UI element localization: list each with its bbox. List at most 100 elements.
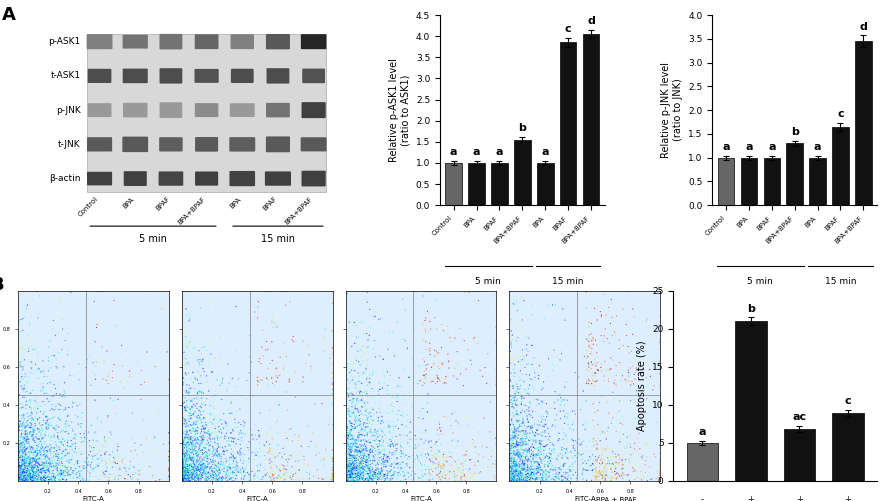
Point [436, 450, 450, 458]
Point [417, 379, 431, 387]
Point [33, 420, 47, 428]
Point [581, 359, 595, 367]
Point [185, 397, 199, 405]
Point [21, 471, 35, 479]
Point [517, 378, 532, 386]
Point [23, 451, 37, 459]
Point [180, 467, 194, 475]
Point [178, 440, 192, 448]
Point [43, 474, 57, 482]
Point [552, 464, 566, 472]
Point [16, 476, 30, 484]
Point [556, 476, 571, 484]
Point [237, 475, 252, 483]
Point [238, 430, 253, 438]
Point [372, 467, 386, 475]
Point [347, 475, 361, 483]
Point [20, 437, 35, 445]
Point [517, 439, 532, 447]
Point [43, 450, 58, 458]
Point [45, 401, 59, 409]
Point [587, 423, 601, 431]
Point [504, 444, 518, 452]
Point [548, 476, 562, 484]
Point [528, 439, 542, 447]
Point [355, 463, 369, 471]
Point [213, 428, 227, 436]
Point [23, 428, 37, 436]
Point [339, 472, 354, 480]
Point [567, 388, 581, 396]
Point [540, 419, 555, 427]
Point [396, 408, 410, 416]
Point [198, 474, 212, 482]
Point [266, 450, 280, 458]
Point [383, 448, 397, 456]
Point [176, 323, 190, 331]
Point [193, 466, 207, 474]
Point [34, 453, 48, 461]
Point [595, 474, 610, 482]
Point [264, 464, 278, 472]
Point [356, 468, 370, 476]
Point [359, 442, 373, 450]
Point [436, 327, 450, 335]
Point [37, 372, 51, 380]
Point [190, 436, 204, 444]
Point [559, 378, 573, 386]
Point [136, 416, 150, 424]
Point [529, 408, 543, 416]
Point [279, 465, 293, 473]
Point [49, 426, 63, 434]
Point [12, 338, 26, 346]
Point [489, 470, 503, 478]
Point [359, 423, 373, 431]
Point [224, 433, 238, 441]
Point [381, 470, 395, 478]
Point [504, 454, 518, 462]
Bar [537, 163, 554, 205]
Point [19, 475, 33, 483]
Point [511, 476, 525, 484]
Point [356, 442, 370, 450]
Point [218, 442, 232, 450]
Point [205, 434, 219, 442]
Point [529, 466, 543, 474]
Point [356, 466, 370, 474]
Point [548, 448, 563, 456]
Point [318, 454, 332, 462]
Point [186, 459, 200, 467]
Point [185, 470, 199, 478]
Point [555, 472, 569, 480]
Point [365, 452, 379, 460]
Point [523, 398, 537, 406]
Point [385, 449, 399, 457]
Point [11, 468, 25, 476]
Point [187, 474, 201, 482]
Point [123, 457, 137, 465]
Point [506, 471, 520, 479]
Point [360, 381, 374, 389]
Point [184, 448, 198, 456]
Point [508, 461, 522, 469]
Point [12, 345, 27, 353]
Point [47, 424, 61, 432]
Point [74, 471, 88, 479]
Point [514, 448, 528, 456]
Point [102, 379, 116, 387]
Point [18, 475, 32, 483]
Point [514, 451, 528, 459]
Point [396, 335, 410, 343]
Point [32, 466, 46, 474]
Point [57, 406, 71, 414]
Point [357, 463, 371, 471]
Point [342, 429, 356, 437]
Point [21, 452, 35, 460]
Point [628, 415, 642, 423]
FancyBboxPatch shape [87, 137, 113, 151]
Point [73, 400, 87, 408]
Point [100, 411, 114, 419]
Point [354, 378, 368, 386]
Point [509, 428, 523, 436]
FancyBboxPatch shape [159, 171, 183, 186]
